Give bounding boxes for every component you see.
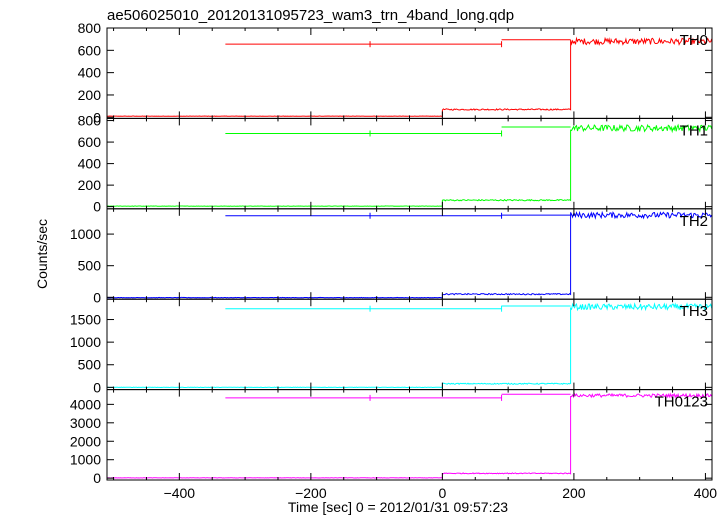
x-tick-labels: −400 −200 0 200 400 (164, 485, 718, 501)
panel-th1: 0 200 400 600 800 TH1 (78, 113, 713, 215)
series-label-th1: TH1 (680, 122, 708, 139)
y-tick-label: 4000 (70, 396, 101, 412)
panel-th3: 0 500 1000 1500 TH3 (70, 298, 713, 395)
x-tick-label: 400 (694, 485, 718, 501)
y-tick-label: 0 (93, 379, 101, 395)
series-line-th1 (107, 123, 713, 207)
panel-frame (106, 208, 713, 300)
y-tick-label: 500 (78, 357, 102, 373)
y-tick-label: 0 (93, 289, 101, 305)
chart-title: ae506025010_20120131095723_wam3_trn_4ban… (107, 7, 514, 24)
panel-frame (106, 117, 713, 210)
panels-group: 0 200 400 600 800 TH0 0 200 400 600 800 TH1 0 500 1000… (70, 20, 713, 486)
y-tick-label: 800 (78, 20, 102, 36)
y-tick-label: 600 (78, 42, 102, 58)
series-label-th0: TH0 (680, 32, 708, 49)
y-tick-label: 400 (78, 65, 102, 81)
y-tick-label: 1000 (70, 334, 101, 350)
y-tick-label: 400 (78, 156, 102, 172)
y-tick-label: 0 (93, 109, 101, 125)
panel-frame (106, 389, 713, 481)
panel-th0: 0 200 400 600 800 TH0 (78, 20, 713, 125)
panel-th0123: 0 1000 2000 3000 4000 TH0123 (70, 389, 713, 486)
y-axis-label: Counts/sec (34, 219, 50, 289)
y-tick-label: 0 (93, 199, 101, 215)
y-tick-label: 600 (78, 134, 102, 150)
y-tick-label: 200 (78, 87, 102, 103)
y-tick-label: 800 (78, 113, 102, 129)
y-tick-label: 0 (93, 470, 101, 486)
y-tick-label: 1500 (70, 312, 101, 328)
y-tick-label: 200 (78, 177, 102, 193)
y-tick-label: 1000 (70, 452, 101, 468)
series-line-th0 (106, 36, 713, 117)
y-tick-label: 500 (78, 258, 102, 274)
x-tick-label: −400 (164, 485, 196, 501)
x-tick-label: 0 (438, 485, 446, 501)
y-tick-label: 2000 (70, 433, 101, 449)
panel-th2: 0 500 1000 TH2 (70, 208, 713, 305)
x-axis-label: Time [sec] 0 = 2012/01/31 09:57:23 (288, 499, 508, 515)
series-line-th0123 (106, 392, 713, 479)
series-line-th2 (106, 210, 713, 299)
series-label-th3: TH3 (680, 303, 708, 320)
y-tick-label: 3000 (70, 415, 101, 431)
panel-frame (106, 298, 713, 391)
series-label-th0123: TH0123 (655, 394, 708, 411)
series-label-th2: TH2 (680, 213, 708, 230)
x-tick-label: 200 (562, 485, 586, 501)
series-line-th3 (107, 302, 713, 389)
y-tick-label: 1000 (70, 226, 101, 242)
x-tick-label: −200 (295, 485, 327, 501)
